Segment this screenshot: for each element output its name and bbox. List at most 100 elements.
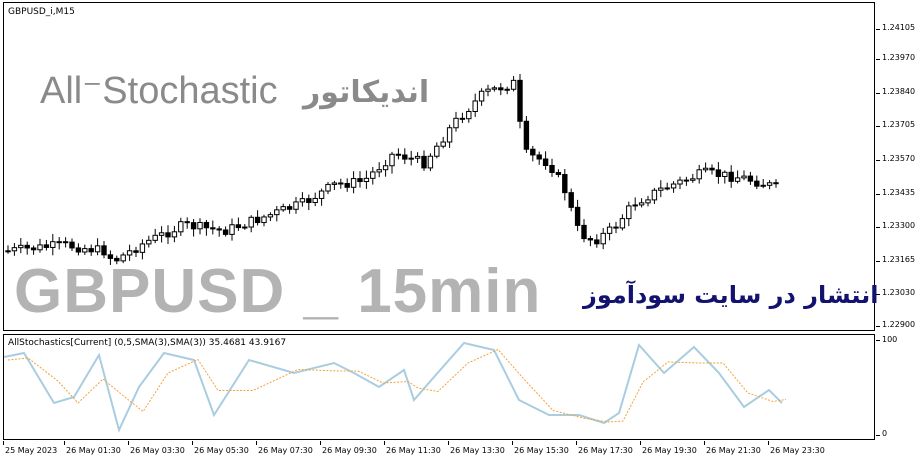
candle: [626, 201, 632, 227]
candle: [510, 76, 517, 92]
time-tick-label: 26 May 19:30: [642, 446, 697, 455]
time-tick-label: 25 May 2023: [5, 446, 58, 455]
price-tick-label: 1.23970: [882, 53, 916, 62]
candle: [453, 111, 459, 132]
candle: [581, 219, 587, 243]
candle: [632, 197, 638, 211]
candle: [69, 238, 75, 251]
candle: [197, 218, 203, 235]
candle: [766, 180, 773, 190]
candle: [594, 234, 600, 248]
oscillator-panel[interactable]: AllStochastics[Current] (0,5,SMA(3),SMA(…: [3, 334, 875, 440]
candle: [645, 195, 651, 207]
price-tick-label: 1.23435: [882, 188, 916, 197]
candle: [37, 238, 43, 253]
candle: [357, 171, 363, 188]
candle: [331, 180, 338, 191]
candle: [670, 181, 677, 193]
candle: [114, 255, 120, 265]
candle: [722, 170, 728, 184]
candle: [440, 136, 446, 149]
candle: [504, 86, 510, 95]
candle: [56, 237, 62, 250]
candle: [728, 165, 734, 188]
price-tick-label: 1.23030: [882, 288, 916, 297]
oscillator-axis-bottom: 0: [882, 429, 888, 438]
candle: [261, 214, 267, 227]
time-tick-label: 26 May 13:30: [450, 446, 505, 455]
candle: [312, 192, 318, 207]
candle: [741, 170, 747, 181]
candle: [18, 238, 24, 254]
candle: [190, 219, 197, 237]
candle: [485, 84, 491, 97]
symbol-timeframe-label: GBPUSD_i,M15: [8, 7, 75, 17]
candle: [24, 241, 30, 255]
candle: [50, 234, 56, 256]
candle: [702, 162, 709, 173]
candle: [338, 178, 344, 189]
candle: [216, 226, 222, 237]
candle: [254, 210, 261, 226]
candle: [773, 179, 779, 188]
candle: [472, 93, 478, 117]
candle: [158, 226, 165, 243]
candle: [82, 244, 88, 255]
candle: [178, 217, 184, 236]
candle: [408, 150, 414, 166]
candle: [229, 218, 235, 241]
stochastic-oscillator-chart[interactable]: [4, 335, 874, 439]
time-tick-label: 26 May 03:30: [130, 446, 185, 455]
candle: [434, 142, 440, 159]
main-chart-panel[interactable]: GBPUSD_i,M15: [3, 2, 875, 331]
time-axis[interactable]: 25 May 2023 26 May 01:30 26 May 03:30 26…: [3, 441, 875, 463]
candle: [709, 164, 715, 175]
candle: [427, 153, 434, 172]
candle: [568, 188, 574, 212]
candle: [325, 182, 331, 195]
candle: [274, 206, 280, 222]
candle: [101, 241, 107, 259]
candle: [587, 235, 594, 247]
candle: [613, 221, 619, 234]
candle: [133, 246, 139, 257]
candle: [446, 124, 453, 148]
candle: [146, 235, 152, 248]
time-tick-label: 26 May 01:30: [66, 446, 121, 455]
candle: [395, 148, 402, 160]
candle: [267, 212, 274, 222]
candle: [5, 245, 11, 254]
oscillator-axis: 100 0: [876, 334, 922, 440]
candle: [30, 245, 37, 255]
price-tick-label: 1.23300: [882, 221, 916, 230]
candlestick-chart[interactable]: [4, 3, 874, 330]
time-tick-label: 26 May 15:30: [514, 446, 569, 455]
candle: [165, 225, 171, 245]
time-tick-label: 26 May 11:30: [386, 446, 441, 455]
candle: [638, 198, 645, 208]
publisher-text: انتشار در سایت سودآموز: [583, 281, 879, 309]
candle: [350, 171, 357, 194]
candle: [293, 197, 299, 214]
candle: [43, 239, 50, 251]
candle: [242, 224, 248, 230]
price-axis[interactable]: 1.24105 1.23970 1.23840 1.23705 1.23570 …: [876, 2, 922, 331]
candle: [530, 145, 536, 162]
candle: [171, 225, 178, 243]
candle: [107, 250, 114, 265]
candle: [286, 204, 293, 214]
candle: [760, 179, 766, 189]
candle: [363, 170, 370, 189]
candle: [574, 199, 581, 232]
candle: [683, 176, 690, 186]
candle: [498, 83, 504, 96]
candle: [549, 158, 555, 177]
candle: [536, 151, 542, 165]
candle: [299, 192, 306, 207]
signal-line: [7, 348, 787, 423]
candle: [466, 108, 472, 123]
candle: [677, 176, 683, 190]
candle: [235, 217, 242, 231]
price-tick-label: 1.23570: [882, 154, 916, 163]
price-tick-label: 1.24105: [882, 23, 916, 32]
